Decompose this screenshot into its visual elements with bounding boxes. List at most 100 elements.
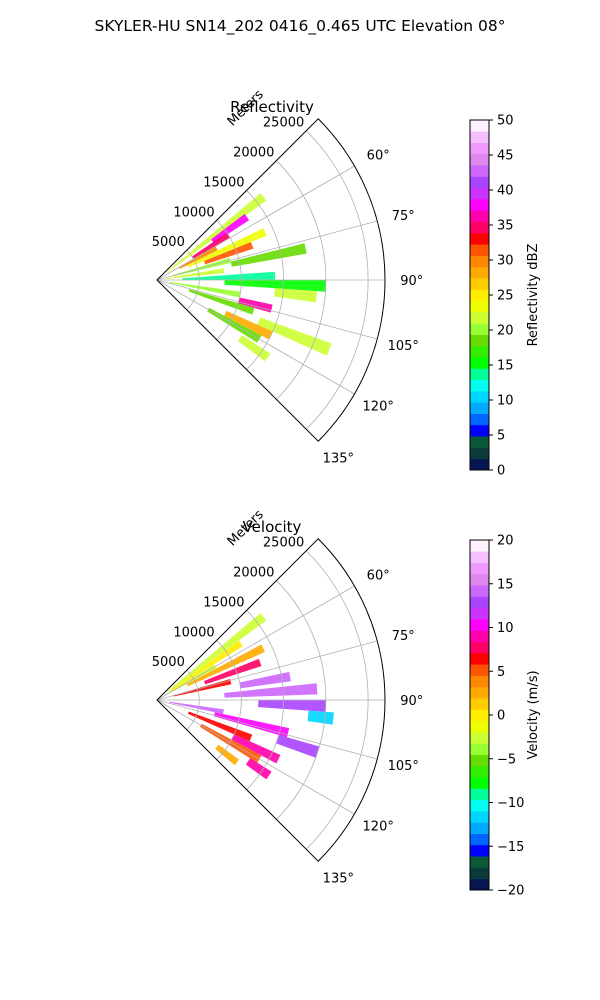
velocity-colorbar-swatch-28 (470, 562, 489, 575)
velocity-cell-14 (231, 734, 281, 764)
reflectivity-colorbar-swatch-27 (470, 153, 489, 166)
velocity-sector-frame (156, 538, 386, 862)
reflectivity-sector-frame (156, 118, 386, 442)
velocity-panel: Velocity500010000150002000025000Meters60… (152, 507, 541, 898)
velocity-cell-1 (170, 640, 243, 692)
reflectivity-colorbar-swatch-16 (470, 278, 489, 290)
reflectivity-colorbar-tick-label-7: 35 (497, 219, 514, 234)
velocity-cell-6 (239, 671, 291, 689)
velocity-radial-tick-label-3: 20000 (233, 566, 274, 581)
reflectivity-cell-16 (224, 310, 273, 340)
velocity-colorbar-swatch-29 (470, 551, 489, 563)
reflectivity-radial-tick-label-1: 10000 (173, 205, 214, 220)
reflectivity-azimuth-tick-label-4: 120° (363, 399, 394, 414)
reflectivity-colorbar-swatch-5 (470, 402, 489, 414)
reflectivity-cell-11 (274, 288, 318, 303)
velocity-radial-tick-label-0: 5000 (152, 655, 185, 670)
velocity-radial-tick-label-4: 25000 (263, 536, 304, 551)
velocity-colorbar-swatch-10 (470, 765, 489, 778)
velocity-cell-7 (224, 683, 318, 698)
velocity-colorbar-swatch-20 (470, 652, 489, 665)
reflectivity-radial-tick-label-2: 15000 (203, 175, 244, 190)
reflectivity-colorbar-swatch-30 (470, 120, 489, 132)
velocity-cell-4 (203, 658, 262, 685)
reflectivity-colorbar-swatch-22 (470, 210, 489, 223)
reflectivity-cell-0 (166, 193, 267, 273)
reflectivity-colorbar-tick-label-4: 20 (497, 324, 514, 339)
reflectivity-colorbar-tick-label-5: 25 (497, 289, 514, 304)
velocity-colorbar-tick-label-0: −20 (497, 884, 524, 899)
velocity-azimuth-tick-label-4: 120° (363, 819, 394, 834)
velocity-azimuth-spoke-0 (156, 585, 355, 701)
reflectivity-colorbar-swatch-8 (470, 368, 489, 381)
velocity-colorbar-swatch-25 (470, 596, 489, 609)
reflectivity-colorbar-swatch-6 (470, 390, 489, 403)
reflectivity-colorbar-swatch-3 (470, 424, 489, 437)
velocity-colorbar-swatch-26 (470, 585, 489, 597)
reflectivity-cell-12 (169, 281, 241, 298)
velocity-colorbar-swatch-9 (470, 777, 489, 789)
velocity-colorbar-tick-label-7: 15 (497, 577, 514, 592)
velocity-colorbar-swatch-0 (470, 878, 489, 891)
reflectivity-colorbar-swatch-13 (470, 311, 489, 324)
reflectivity-cell-5 (203, 242, 254, 265)
velocity-colorbar-swatch-15 (470, 709, 489, 722)
velocity-colorbar-tick-label-1: −15 (497, 840, 524, 855)
reflectivity-colorbar-swatch-24 (470, 187, 489, 200)
reflectivity-azimuth-spoke-4 (156, 279, 355, 395)
reflectivity-azimuth-tick-label-3: 105° (388, 339, 419, 354)
reflectivity-azimuth-tick-label-0: 60° (367, 149, 390, 164)
reflectivity-colorbar-swatch-26 (470, 165, 489, 177)
reflectivity-cell-7 (230, 243, 307, 267)
reflectivity-colorbar-tick-label-2: 10 (497, 394, 514, 409)
velocity-colorbar-swatch-27 (470, 573, 489, 586)
velocity-azimuth-spoke-1 (156, 640, 378, 701)
reflectivity-colorbar-tick-label-6: 30 (497, 254, 514, 269)
reflectivity-colorbar-swatch-1 (470, 447, 489, 460)
velocity-azimuth-tick-label-2: 90° (400, 694, 423, 709)
reflectivity-cell-1 (210, 213, 250, 244)
reflectivity-colorbar-label: Reflectivity dBZ (526, 244, 541, 347)
reflectivity-colorbar-swatch-21 (470, 221, 489, 234)
velocity-azimuth-tick-label-0: 60° (367, 569, 390, 584)
reflectivity-colorbar-swatch-25 (470, 176, 489, 189)
reflectivity-colorbar-swatch-14 (470, 300, 489, 313)
reflectivity-colorbar-tick-label-10: 50 (497, 114, 514, 129)
velocity-colorbar-swatch-8 (470, 788, 489, 801)
reflectivity-azimuth-tick-label-5: 135° (323, 451, 354, 466)
velocity-colorbar-swatch-5 (470, 822, 489, 834)
velocity-colorbar-swatch-30 (470, 540, 489, 552)
reflectivity-colorbar-tick-label-1: 5 (497, 429, 505, 444)
velocity-colorbar-tick-label-6: 10 (497, 621, 514, 636)
reflectivity-azimuth-spoke-1 (156, 220, 378, 281)
velocity-cell-8 (258, 700, 326, 712)
reflectivity-radial-tick-label-4: 25000 (263, 116, 304, 131)
reflectivity-colorbar-swatch-10 (470, 345, 489, 358)
reflectivity-cell-15 (257, 317, 332, 356)
reflectivity-colorbar-swatch-20 (470, 232, 489, 245)
velocity-colorbar-swatch-2 (470, 856, 489, 868)
reflectivity-colorbar: 0 5 10 15 20 25 30 35 40 45 50 Reflectivity dBZ (469, 114, 541, 479)
velocity-colorbar-swatch-22 (470, 630, 489, 643)
reflectivity-colorbar-swatch-28 (470, 142, 489, 155)
velocity-colorbar-tick-label-2: −10 (497, 796, 524, 811)
reflectivity-colorbar-swatch-2 (470, 436, 489, 448)
velocity-colorbar-swatch-24 (470, 607, 489, 620)
velocity-cell-17 (215, 744, 239, 766)
reflectivity-azimuth-spoke-3 (156, 279, 378, 340)
reflectivity-radial-tick-label-3: 20000 (233, 146, 274, 161)
reflectivity-cell-10 (224, 280, 326, 292)
reflectivity-colorbar-tick-label-3: 15 (497, 359, 514, 374)
reflectivity-azimuth-spoke-0 (156, 165, 355, 281)
velocity-azimuth-tick-label-3: 105° (388, 759, 419, 774)
reflectivity-colorbar-swatch-11 (470, 334, 489, 347)
reflectivity-colorbar-swatch-18 (470, 255, 489, 268)
velocity-colorbar-tick-label-4: 0 (497, 709, 505, 724)
reflectivity-colorbar-tick-label-8: 40 (497, 184, 514, 199)
velocity-cell-11 (213, 712, 290, 738)
velocity-cell-13 (187, 711, 253, 742)
velocity-cell-16 (245, 758, 272, 780)
reflectivity-colorbar-tick-label-9: 45 (497, 149, 514, 164)
velocity-azimuth-spoke-3 (156, 699, 378, 760)
